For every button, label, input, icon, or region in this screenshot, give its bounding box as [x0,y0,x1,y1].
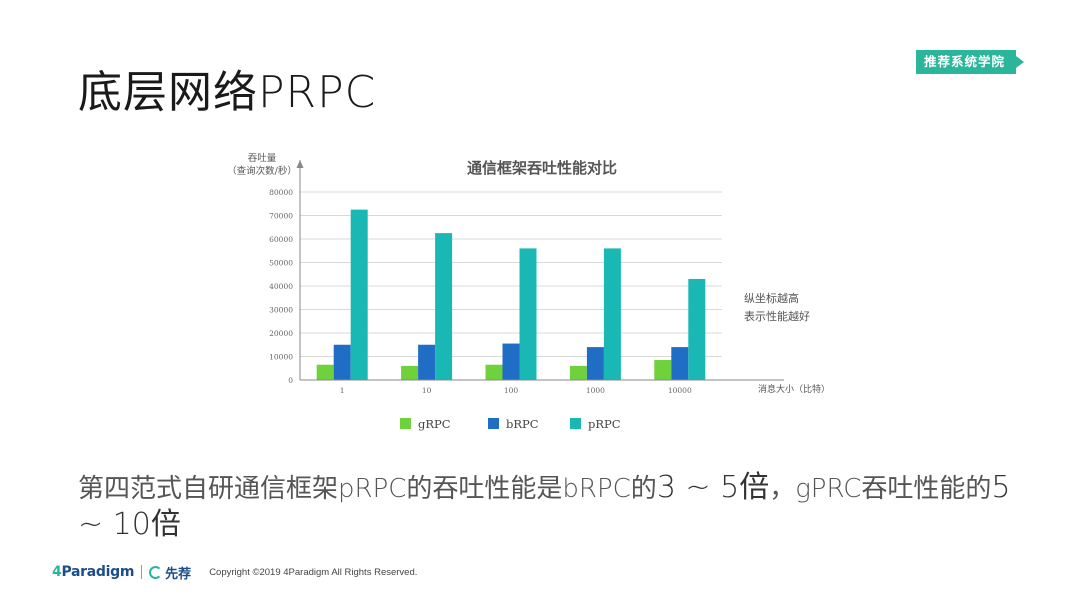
footer: 4Paradigm 先荐 Copyright ©2019 4Paradigm A… [52,560,417,584]
x-tick-label: 10000 [668,386,692,395]
legend-label-brpc: bRPC [506,417,539,431]
caption-highlight1: 3 ~ 5倍 [656,470,770,505]
x-tick-labels: 1 10 100 1000 10000 [340,386,692,395]
legend: gRPC bRPC pRPC [400,417,621,431]
annotation-line1: 纵坐标越高 [744,291,799,305]
caption-highlight2: 5 ~ 10倍 [78,470,1011,542]
grid-layer [300,191,722,357]
bar-grpc-1000 [569,365,587,380]
x-tick-label: 10 [422,386,432,395]
bar-brpc-10 [418,344,436,380]
bar-prpc-1 [350,209,368,380]
bar-grpc-100 [485,364,503,380]
legend-label-grpc: gRPC [418,417,451,431]
slide-title: 底层网络PRPC [78,67,377,118]
bar-prpc-1000 [603,248,621,380]
caption: 第四范式自研通信框架pRPC的吞吐性能是bRPC的3 ~ 5倍，gPRC吞吐性能… [78,470,1018,544]
y-axis-arrow [296,160,304,168]
bar-brpc-1000 [586,347,604,380]
y-tick-labels: 0 10000 20000 30000 40000 50000 60000 70000 8000… [269,188,293,385]
xianjian-logo-icon [149,565,163,579]
legend-swatch-grpc [400,418,411,429]
y-tick-label: 20000 [269,329,293,338]
legend-swatch-prpc [570,418,581,429]
throughput-chart: 0 10000 20000 30000 40000 50000 60000 70000 8000… [222,140,852,444]
y-tick-label: 40000 [269,282,293,291]
y-tick-label: 70000 [269,212,293,221]
caption-part2: ，gPRC吞吐性能的 [769,474,992,504]
y-tick-label: 50000 [269,259,293,268]
chart-svg: 0 10000 20000 30000 40000 50000 60000 70000 8000… [227,153,830,431]
y-tick-label: 80000 [269,188,293,197]
bar-grpc-10 [401,365,419,380]
copyright-text: Copyright ©2019 4Paradigm All Rights Res… [209,566,418,578]
y-axis-label-line2: （查询次数/秒） [227,165,297,177]
bar-prpc-10000 [688,278,706,380]
chart-title: 通信框架吞吐性能对比 [467,159,617,177]
annotation-line2: 表示性能越好 [744,309,810,323]
x-tick-label: 100 [504,386,519,395]
x-axis-label: 消息大小（比特） [758,383,830,395]
4paradigm-logo: 4Paradigm [52,564,135,580]
xianjian-logo: 先荐 [165,566,192,582]
y-tick-label: 10000 [269,353,293,362]
caption-part1: 第四范式自研通信框架pRPC的吞吐性能是bRPC的 [78,474,657,504]
logo-separator [141,565,143,579]
brand-tag-arrow [1008,50,1024,74]
bar-brpc-1 [333,344,351,380]
bar-grpc-10000 [654,360,672,380]
bar-prpc-100 [519,248,537,380]
bar-grpc-1 [316,364,334,380]
brand-tag: 推荐系统学院 [916,50,1016,74]
y-tick-label: 0 [288,376,293,385]
bar-brpc-100 [502,343,520,380]
y-tick-label: 30000 [269,306,293,315]
legend-swatch-brpc [488,418,499,429]
bar-layer [316,209,706,380]
x-tick-label: 1000 [586,386,605,395]
y-tick-label: 60000 [269,235,293,244]
y-axis-label-line1: 吞吐量 [248,153,277,164]
bar-brpc-10000 [671,347,689,380]
legend-label-prpc: pRPC [588,417,621,431]
x-tick-label: 1 [340,386,345,395]
bar-prpc-10 [435,233,453,380]
